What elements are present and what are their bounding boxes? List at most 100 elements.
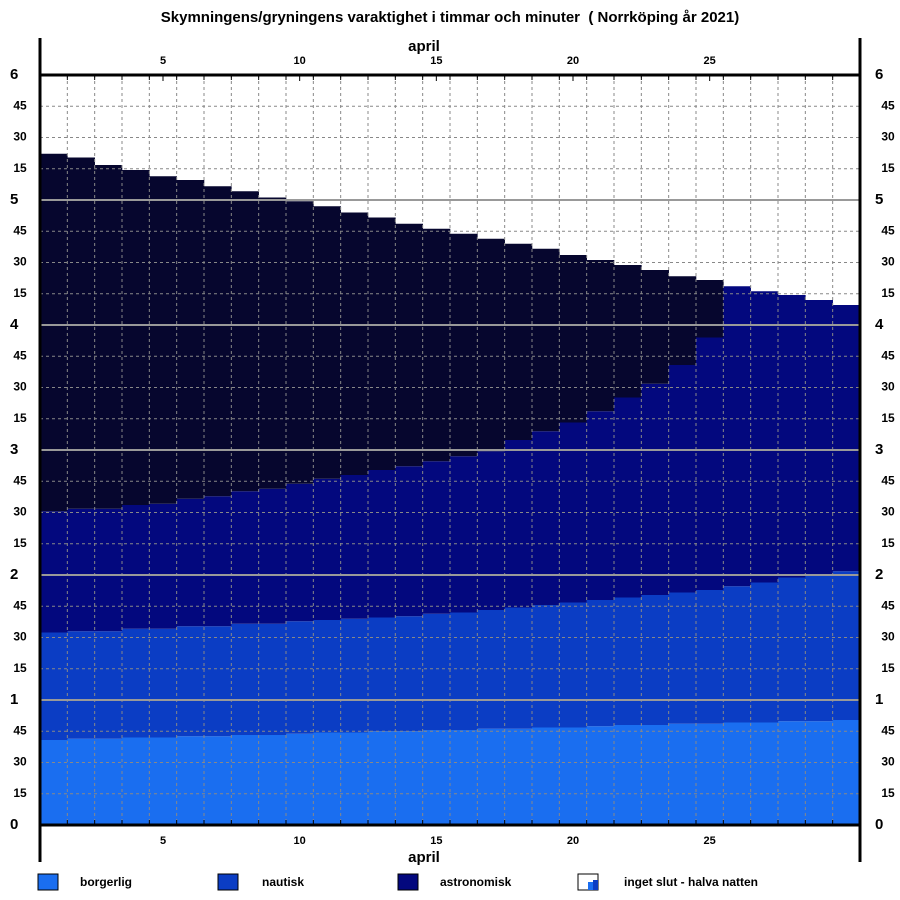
y-tick-label-right: 15 — [881, 286, 895, 300]
bar-segment — [122, 170, 150, 505]
bar-segment — [67, 157, 95, 509]
y-tick-label-right: 30 — [881, 255, 895, 269]
y-tick-label-right: 6 — [875, 66, 883, 83]
bar-segment — [368, 731, 396, 825]
legend-label: astronomisk — [440, 875, 512, 889]
bar-segment — [696, 280, 724, 338]
bar-segment — [368, 617, 396, 732]
bar-segment — [258, 197, 287, 489]
bar-segment — [750, 291, 779, 583]
bar-segment — [340, 475, 369, 619]
bar-segment — [422, 461, 451, 614]
bar-segment — [286, 483, 314, 622]
y-tick-label: 5 — [10, 191, 18, 208]
y-tick-label-right: 30 — [881, 505, 895, 519]
y-tick-label-right: 30 — [881, 380, 895, 394]
bar-segment — [477, 451, 505, 610]
bar-segment — [832, 305, 861, 572]
bar-segment — [614, 725, 642, 825]
bar-segment — [450, 612, 478, 730]
bar-segment — [614, 597, 642, 725]
y-tick-label-right: 3 — [875, 441, 883, 458]
x-tick-label-top: 20 — [567, 55, 579, 67]
bar-segment — [641, 725, 669, 825]
bar-segment — [477, 238, 505, 452]
legend-note-icon-part — [593, 880, 598, 890]
bar-segment — [313, 620, 341, 733]
bar-segment — [614, 397, 642, 598]
bar-segment — [750, 722, 779, 825]
y-tick-label: 3 — [10, 441, 18, 458]
bar-segment — [122, 628, 150, 738]
chart-title: Skymningens/gryningens varaktighet i tim… — [161, 9, 739, 26]
y-tick-label-right: 1 — [875, 691, 883, 708]
x-tick-label-bottom: 20 — [567, 835, 579, 847]
bar-segment — [149, 503, 177, 629]
x-tick-label-bottom: 25 — [704, 835, 716, 847]
bar-segment — [668, 365, 697, 593]
y-tick-label: 45 — [13, 473, 27, 487]
y-tick-label-right: 30 — [881, 755, 895, 769]
y-tick-label: 45 — [13, 598, 27, 612]
bar-segment — [40, 153, 68, 512]
bar-segment — [696, 723, 724, 825]
x-tick-label-bottom: 5 — [160, 835, 166, 847]
bar-segment — [532, 431, 560, 605]
y-tick-label-right: 45 — [881, 598, 895, 612]
bar-segment — [532, 605, 560, 728]
bar-segment — [40, 632, 68, 740]
bar-segment — [176, 180, 205, 499]
bar-segment — [340, 732, 369, 825]
bar-segment — [805, 721, 833, 825]
y-tick-label: 45 — [13, 348, 27, 362]
bar-segment — [286, 621, 314, 734]
bar-segment — [286, 733, 314, 825]
y-tick-label-right: 45 — [881, 348, 895, 362]
y-tick-label-right: 45 — [881, 223, 895, 237]
y-tick-label: 6 — [10, 66, 18, 83]
bar-segment — [395, 223, 423, 467]
bar-segment — [504, 607, 533, 729]
x-axis-label-top: april — [408, 38, 440, 55]
bar-segment — [40, 740, 68, 825]
bar-segment — [504, 440, 533, 608]
legend-swatch — [397, 873, 419, 891]
y-tick-label: 45 — [13, 223, 27, 237]
bar-segment — [559, 255, 587, 423]
bar-segment — [122, 737, 150, 825]
bar-segment — [176, 736, 205, 825]
bar-segment — [231, 623, 259, 735]
bar-segment — [586, 600, 615, 727]
bar-segment — [723, 286, 751, 587]
bar-segment — [231, 735, 259, 825]
bar-segment — [204, 626, 232, 737]
bar-segment — [559, 727, 587, 825]
y-tick-label: 15 — [13, 411, 27, 425]
y-tick-label: 1 — [10, 691, 18, 708]
bar-segment — [231, 191, 259, 492]
bar-segment — [532, 727, 560, 825]
bar-segment — [641, 270, 669, 384]
y-tick-label: 30 — [13, 380, 27, 394]
bar-segment — [286, 201, 314, 484]
bar-segment — [805, 575, 833, 722]
bar-segment — [149, 628, 177, 738]
legend-label: nautisk — [262, 875, 304, 889]
bar-segment — [395, 731, 423, 825]
bar-segment — [258, 735, 287, 825]
x-tick-label-bottom: 15 — [430, 835, 442, 847]
bar-segment — [532, 248, 560, 432]
bar-segment — [586, 260, 615, 412]
y-tick-label: 15 — [13, 161, 27, 175]
bar-segment — [586, 411, 615, 600]
x-axis-label-bottom: april — [408, 849, 440, 866]
bar-segment — [340, 212, 369, 475]
bar-segment — [504, 243, 533, 440]
bar-segment — [40, 511, 68, 633]
bar-segment — [641, 595, 669, 725]
bar-segment — [204, 736, 232, 825]
y-tick-label: 45 — [13, 98, 27, 112]
bar-segment — [805, 300, 833, 575]
y-tick-label-right: 4 — [875, 316, 884, 333]
